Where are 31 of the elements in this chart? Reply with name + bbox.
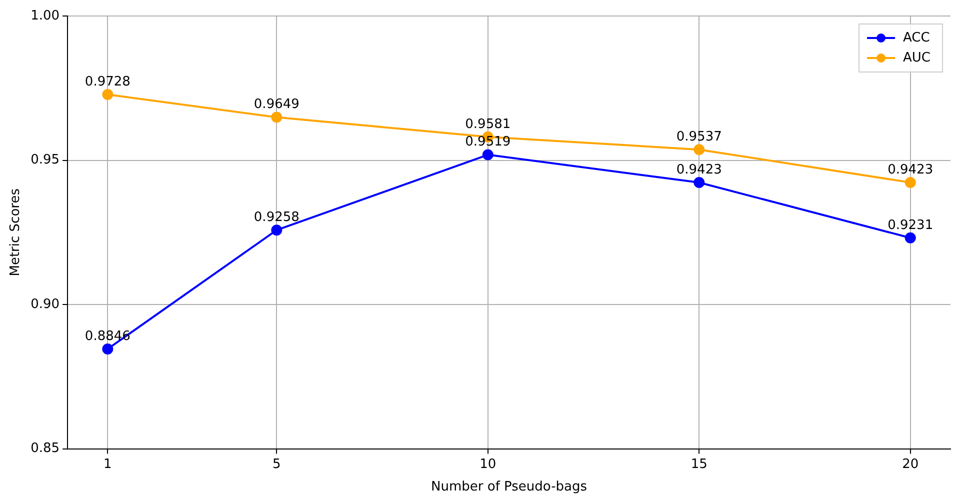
x-tick-label: 5 <box>272 456 281 472</box>
point <box>102 88 114 100</box>
y-tick-label: 0.95 <box>30 152 60 168</box>
y-tick-label: 0.90 <box>30 296 60 312</box>
legend-label: AUC <box>903 50 931 66</box>
y-tick-label: 0.85 <box>30 441 60 456</box>
x-axis-title: Number of Pseudo-bags <box>431 480 588 495</box>
data-label: 0.9581 <box>465 116 511 132</box>
data-label: 0.9649 <box>254 97 300 112</box>
x-tick-label: 1 <box>104 456 112 472</box>
data-label: 0.9423 <box>888 162 934 178</box>
x-tick-label: 20 <box>902 456 919 472</box>
y-tick-label: 1.00 <box>30 8 60 24</box>
x-tick-label: 15 <box>690 456 708 472</box>
data-label: 0.9728 <box>84 74 130 90</box>
legend-label: ACC <box>903 30 930 46</box>
point <box>271 224 282 236</box>
data-label: 0.9231 <box>888 218 934 233</box>
data-label: 0.9519 <box>465 134 511 150</box>
point <box>102 343 114 354</box>
data-label: 0.9537 <box>676 129 722 144</box>
point <box>904 176 916 188</box>
data-label: 0.9423 <box>676 162 722 178</box>
data-label: 0.9258 <box>254 210 300 225</box>
point <box>694 144 705 156</box>
point <box>482 149 494 160</box>
point <box>904 232 916 244</box>
y-axis-title: Metric Scores <box>8 188 24 276</box>
point <box>694 176 705 188</box>
x-tick-label: 10 <box>480 456 496 472</box>
point <box>271 112 282 123</box>
